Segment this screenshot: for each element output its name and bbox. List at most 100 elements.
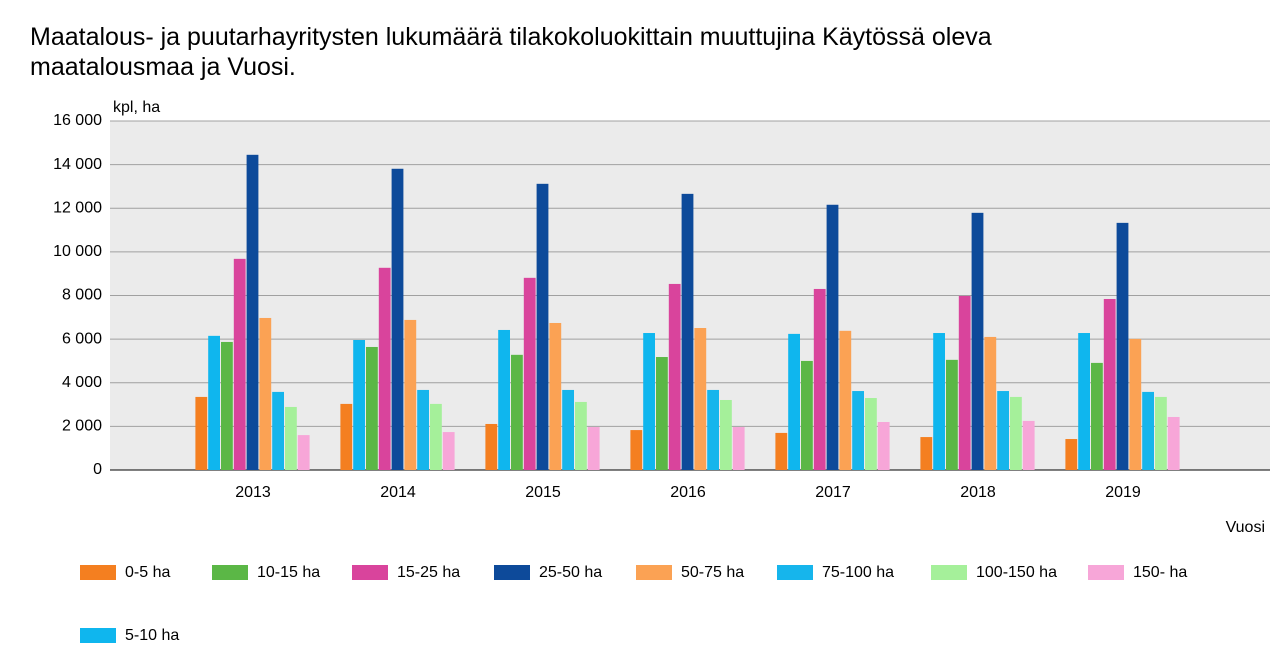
bar	[775, 432, 788, 470]
legend-swatch	[931, 565, 967, 580]
bar	[984, 336, 997, 470]
bar	[920, 437, 933, 470]
legend-label: 5-10 ha	[125, 627, 179, 644]
bar	[442, 432, 455, 470]
bar	[340, 403, 353, 470]
bar	[933, 333, 945, 470]
y-tick-label: 6 000	[62, 330, 102, 347]
bar	[997, 391, 1009, 470]
bar	[485, 423, 498, 470]
legend-swatch	[636, 565, 672, 580]
x-tick-label: 2015	[525, 484, 561, 501]
legend-label: 50-75 ha	[681, 564, 744, 581]
y-tick-label: 2 000	[62, 418, 102, 435]
bar	[865, 398, 877, 470]
bar	[1142, 391, 1154, 470]
bar	[404, 319, 417, 470]
bar	[195, 396, 208, 470]
bar	[575, 401, 587, 470]
bar	[233, 258, 246, 470]
bar	[732, 427, 745, 470]
bar	[297, 435, 310, 470]
bar	[877, 422, 890, 470]
bar	[1065, 439, 1078, 470]
bar	[366, 346, 378, 470]
bar	[958, 295, 971, 470]
bar	[246, 154, 259, 470]
bar	[259, 317, 272, 470]
y-axis-label: kpl, ha	[113, 99, 160, 116]
y-tick-label: 4 000	[62, 374, 102, 391]
y-tick-label: 8 000	[62, 287, 102, 304]
bar	[839, 330, 852, 470]
legend-swatch	[494, 565, 530, 580]
x-axis-label: Vuosi	[1226, 519, 1265, 536]
chart-title: Maatalous- ja puutarhayritysten lukumäär…	[30, 23, 992, 81]
bar	[285, 406, 297, 470]
bar	[707, 389, 719, 470]
bar	[1010, 396, 1022, 470]
bar	[852, 391, 864, 470]
x-tick-label: 2017	[815, 484, 851, 501]
x-tick-label: 2014	[380, 484, 416, 501]
legend-swatch	[777, 565, 813, 580]
bar	[1155, 396, 1167, 470]
legend-label: 100-150 ha	[976, 564, 1057, 581]
y-tick-label: 10 000	[53, 243, 102, 260]
bar	[1103, 298, 1116, 470]
bar	[656, 357, 668, 470]
bar	[694, 328, 707, 470]
bar	[221, 341, 233, 470]
bar	[1116, 222, 1129, 470]
bar	[630, 430, 643, 470]
bar	[378, 267, 391, 470]
legend-label: 150- ha	[1133, 564, 1187, 581]
x-tick-label: 2019	[1105, 484, 1141, 501]
bar	[1129, 338, 1142, 470]
bar	[1167, 416, 1180, 470]
legend-swatch	[1088, 565, 1124, 580]
bar	[946, 359, 958, 470]
bar	[1078, 333, 1090, 470]
bar	[391, 168, 404, 470]
legend-swatch	[80, 628, 116, 643]
legend-label: 75-100 ha	[822, 564, 894, 581]
bar	[208, 335, 220, 470]
y-tick-label: 16 000	[53, 112, 102, 129]
bar	[417, 389, 429, 470]
legend-swatch	[352, 565, 388, 580]
bar	[720, 399, 732, 470]
bar	[272, 391, 284, 470]
bar	[587, 427, 600, 470]
bar	[681, 193, 694, 470]
legend-swatch	[80, 565, 116, 580]
bar	[430, 403, 442, 470]
legend-label: 15-25 ha	[397, 564, 460, 581]
legend-label: 0-5 ha	[125, 564, 170, 581]
bar	[549, 322, 562, 470]
bar	[813, 288, 826, 470]
y-tick-label: 14 000	[53, 156, 102, 173]
legend-swatch	[212, 565, 248, 580]
bar	[511, 354, 523, 470]
bar	[971, 212, 984, 470]
bar	[801, 360, 813, 470]
bar	[562, 389, 574, 470]
bar	[498, 329, 510, 470]
bar	[353, 339, 365, 470]
bar	[826, 204, 839, 470]
bar	[1091, 362, 1103, 470]
y-tick-label: 0	[93, 461, 102, 478]
legend-label: 25-50 ha	[539, 564, 602, 581]
bar	[536, 183, 549, 470]
legend-label: 10-15 ha	[257, 564, 320, 581]
bar	[523, 277, 536, 470]
bar	[643, 333, 655, 470]
bar	[1022, 420, 1035, 470]
x-tick-label: 2016	[670, 484, 706, 501]
bar	[788, 333, 800, 470]
x-tick-label: 2013	[235, 484, 271, 501]
bar	[668, 283, 681, 470]
